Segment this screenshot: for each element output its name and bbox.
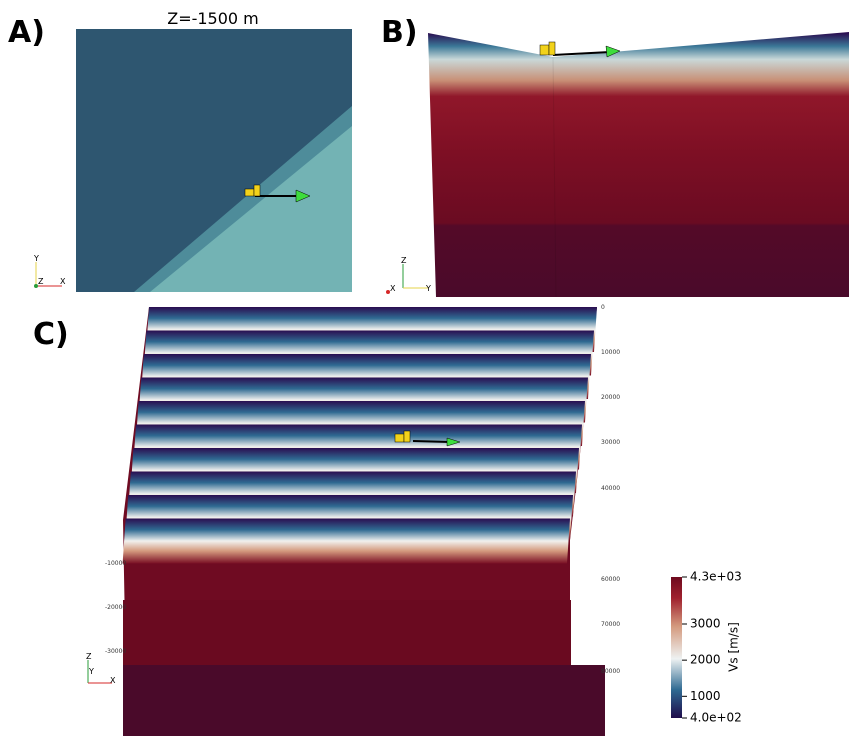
axis-label: 70000 [601,621,620,628]
axis-label: 10000 [601,349,620,356]
arrow-head [446,437,461,447]
axis-label: Z [38,277,44,286]
axis-label: Y [33,254,39,263]
axis-label: Y [425,284,431,293]
triad: Z Y X [86,652,116,685]
tick-label: 4.3e+03 [690,570,742,584]
panel-label: C) [33,317,69,352]
axis-label: 80000 [601,668,620,675]
axis-label: Y [88,667,94,676]
volume [428,32,849,297]
axis-label: 20000 [601,394,620,401]
slices [122,307,597,564]
axis-label: 30000 [601,439,620,446]
layer [123,665,605,736]
axis [386,290,390,294]
icon [244,188,255,197]
axis-label: X [110,676,116,685]
axis-label: X [60,277,66,286]
panel-title: Z=-1500 m [167,9,259,28]
arrow-head [605,45,621,58]
triad: Z X Y [386,256,431,294]
axis-label: -30000 [105,648,126,655]
tick-label: 4.0e+02 [690,711,742,725]
axis [34,284,38,288]
icon [394,433,405,443]
tick-label: 3000 [690,617,721,631]
panel-label: A) [8,15,45,50]
axis-label: 40000 [601,485,620,492]
arrow [552,51,611,56]
icon [539,44,550,56]
layer [123,600,571,665]
icon [548,41,556,56]
axis-label: -10000 [105,560,126,567]
panel-label: B) [381,15,418,50]
axis-label: 60000 [601,576,620,583]
layer [150,126,352,292]
axis-label: -20000 [105,604,126,611]
tick-label: 1000 [690,689,721,703]
icon [253,184,261,197]
triad: Y Z X [33,254,66,288]
axis-label: X [390,284,396,293]
colorbar [671,577,682,718]
slice [122,518,570,564]
axis-label: Z [401,256,407,265]
arrow [412,440,451,443]
axis-label: 0 [601,304,605,311]
edge [552,56,557,298]
icon [403,430,411,443]
axis-label: Z [86,652,92,661]
tick-label: 2000 [690,653,721,667]
arrow-head [295,189,311,203]
colorbar-title: Vs [m/s] [727,622,741,672]
